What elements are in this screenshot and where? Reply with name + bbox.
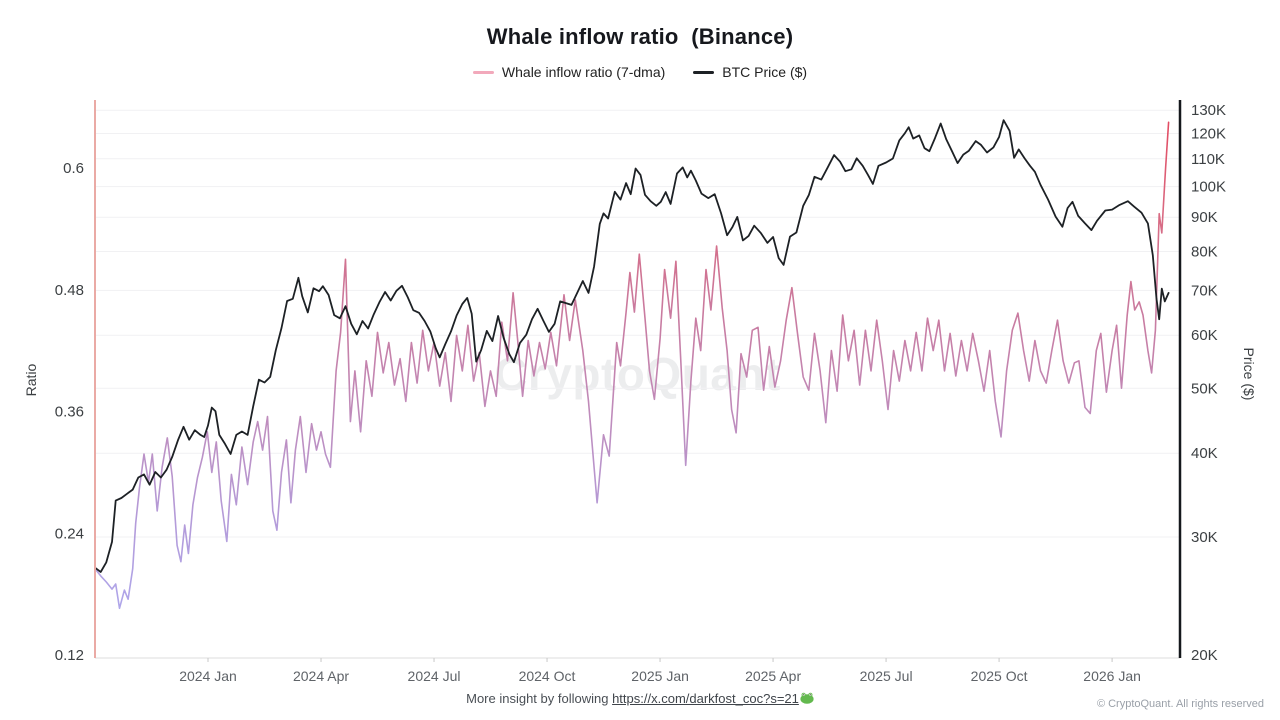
copyright-text: © CryptoQuant. All rights reserved <box>1096 698 1264 710</box>
right-axis-tick-label: 60K <box>1191 327 1218 344</box>
legend: Whale inflow ratio (7-dma) BTC Price ($) <box>0 64 1280 80</box>
legend-label-price: BTC Price ($) <box>722 64 808 80</box>
x-axis-tick-label: 2025 Apr <box>745 668 801 684</box>
right-axis-tick-label: 20K <box>1191 647 1218 664</box>
ratio-legend-dash-icon <box>472 70 494 74</box>
right-axis-tick-label: 80K <box>1191 244 1218 261</box>
right-axis-tick-label: 40K <box>1191 445 1218 462</box>
right-axis-tick-label: 130K <box>1191 102 1226 119</box>
x-axis-tick-label: 2024 Jul <box>408 668 461 684</box>
frog-emoji <box>800 692 814 707</box>
right-axis-tick-label: 90K <box>1191 209 1218 226</box>
x-axis-tick-label: 2026 Jan <box>1083 668 1141 684</box>
x-axis-tick-label: 2025 Jul <box>860 668 913 684</box>
whale-inflow-ratio-line <box>94 121 1170 610</box>
left-axis-tick-label: 0.48 <box>55 282 84 299</box>
left-axis-title: Ratio <box>23 363 39 396</box>
x-axis-tick-label: 2024 Jan <box>179 668 237 684</box>
left-axis-tick-label: 0.12 <box>55 647 84 664</box>
legend-label-ratio: Whale inflow ratio (7-dma) <box>501 64 666 80</box>
right-axis-tick-label: 50K <box>1191 380 1218 397</box>
left-axis-tick-label: 0.6 <box>63 160 84 177</box>
darkfost-link[interactable]: https://x.com/darkfost_coc?s=21 <box>612 691 799 706</box>
right-axis-tick-label: 30K <box>1191 529 1218 546</box>
price-legend-dash-icon <box>693 70 715 74</box>
right-axis-tick-label: 100K <box>1191 179 1226 196</box>
right-axis-tick-label: 120K <box>1191 126 1226 143</box>
left-axis-tick-label: 0.24 <box>55 525 84 542</box>
right-axis-tick-label: 70K <box>1191 282 1218 299</box>
footer-prefix: More insight by following <box>466 691 613 706</box>
x-axis-tick-label: 2024 Oct <box>519 668 576 684</box>
right-axis-tick-label: 110K <box>1191 151 1225 168</box>
footer-note: More insight by following https://x.com/… <box>0 691 1280 707</box>
x-axis-tick-label: 2025 Jan <box>631 668 689 684</box>
left-axis-tick-label: 0.36 <box>55 404 84 421</box>
btc-price-line <box>94 119 1170 573</box>
legend-item-ratio: Whale inflow ratio (7-dma) <box>472 64 666 80</box>
x-axis-tick-label: 2025 Oct <box>971 668 1028 684</box>
right-axis-title: Price ($) <box>1241 348 1257 401</box>
x-axis-tick-label: 2024 Apr <box>293 668 349 684</box>
page-title: Whale inflow ratio (Binance) <box>486 24 794 49</box>
legend-item-price: BTC Price ($) <box>693 64 807 80</box>
